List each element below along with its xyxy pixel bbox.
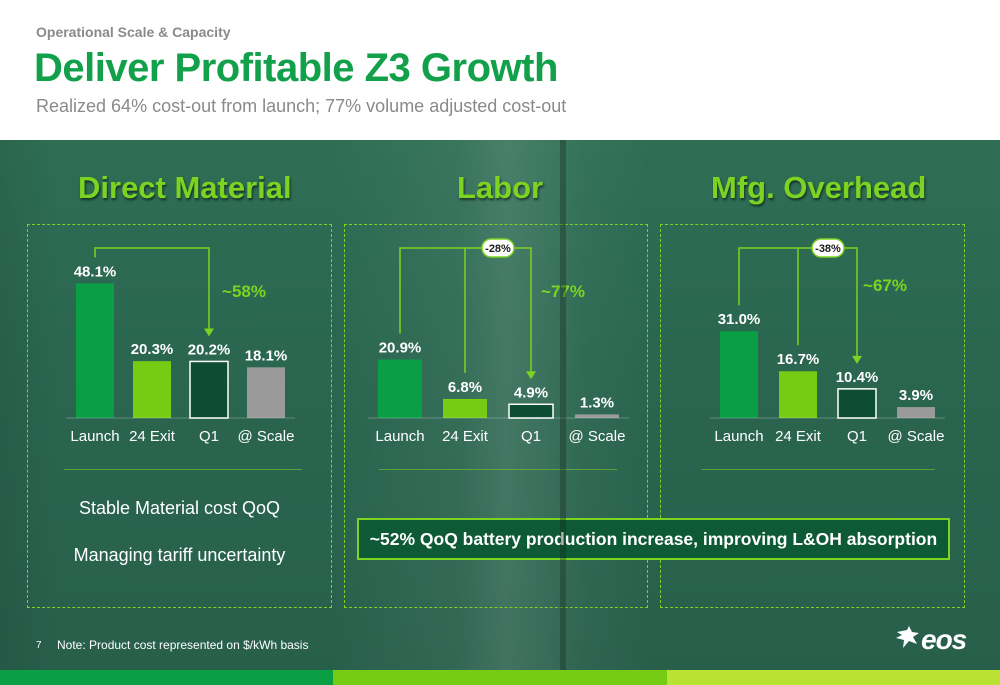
bar--scale [575,414,619,418]
category-label: Launch [70,428,119,445]
material-note-2: Managing tariff uncertainty [73,545,286,565]
category-label: Launch [375,428,424,445]
category-label: 24 Exit [775,428,822,445]
section-title-labor: Labor [457,170,544,205]
category-label: Q1 [847,428,867,445]
bar--scale [897,407,935,418]
bar-value-label: 18.1% [245,347,288,364]
delta-badge [481,238,515,258]
bar-value-label: 6.8% [448,379,482,396]
category-label: @ Scale [569,428,626,445]
delta-badge [811,238,845,258]
footnote: Note: Product cost represented on $/kWh … [57,638,309,652]
bar-value-label: 20.2% [188,341,231,358]
category-label: @ Scale [238,428,295,445]
footer-bar-lime [333,670,667,685]
page-number: 7 [36,640,42,651]
bar-q1 [837,388,877,419]
callout-box: ~52% QoQ battery production increase, im… [357,518,950,560]
bar-launch [378,359,422,418]
eos-logo: eos [895,624,975,658]
bar-value-label: 1.3% [580,394,614,411]
panel-direct-material: Stable Material cost QoQ Managing tariff… [27,224,332,608]
reduction-percent-label: ~67% [863,276,907,295]
bar-q1 [189,360,229,419]
material-note-1: Stable Material cost QoQ [78,498,281,518]
bar-value-label: 10.4% [836,369,879,386]
arrow-head-icon [852,355,862,364]
eyebrow-label: Operational Scale & Capacity [36,24,231,40]
bar-launch [720,331,758,418]
page-title: Deliver Profitable Z3 Growth [34,46,558,90]
bar--scale [247,367,285,418]
footer-bar-yellow [667,670,1000,685]
reduction-percent-label: ~77% [541,282,585,301]
delta-badge-label: -28% [485,243,511,255]
bar-value-label: 31.0% [718,311,761,328]
category-label: Q1 [521,428,541,445]
cost-charts: 48.1% Launch 20.3% 24 Exit 20.2% Q1 18.1% @ Sca… [66,238,945,445]
page-subtitle: Realized 64% cost-out from launch; 77% v… [36,96,567,116]
bar-24-exit [133,361,171,418]
bar-value-label: 20.9% [379,339,422,356]
delta-badge-label: -38% [815,243,841,255]
reduction-percent-label: ~58% [222,282,266,301]
panel-mfg-overhead [660,224,965,608]
content-stage: Direct Material Labor Mfg. Overhead Stab… [0,140,1000,670]
category-label: Q1 [199,428,219,445]
bar-value-label: 16.7% [777,351,820,368]
bar-q1 [508,403,554,419]
bar-24-exit [779,371,817,418]
arrow-head-icon [204,328,214,337]
section-title-direct-material: Direct Material [78,170,292,205]
divider [701,469,935,470]
category-label: Launch [714,428,763,445]
bar-24-exit [443,398,487,418]
divider [64,469,302,470]
footer-bar-green [0,670,333,685]
divider [379,469,617,470]
logo-text: eos [921,624,967,655]
category-label: 24 Exit [442,428,489,445]
arrow-head-icon [526,371,536,380]
logo-mark-icon [896,626,919,648]
bar-launch [76,283,114,418]
panel-labor [344,224,648,608]
bar-value-label: 4.9% [514,384,548,401]
bar-value-label: 3.9% [899,387,933,404]
bar-value-label: 48.1% [74,263,117,280]
reduction-bracket [94,247,210,330]
category-label: @ Scale [888,428,945,445]
category-label: 24 Exit [129,428,176,445]
section-title-mfg-overhead: Mfg. Overhead [711,170,927,205]
bar-value-label: 20.3% [131,341,174,358]
header: Operational Scale & Capacity Deliver Pro… [0,0,1000,140]
